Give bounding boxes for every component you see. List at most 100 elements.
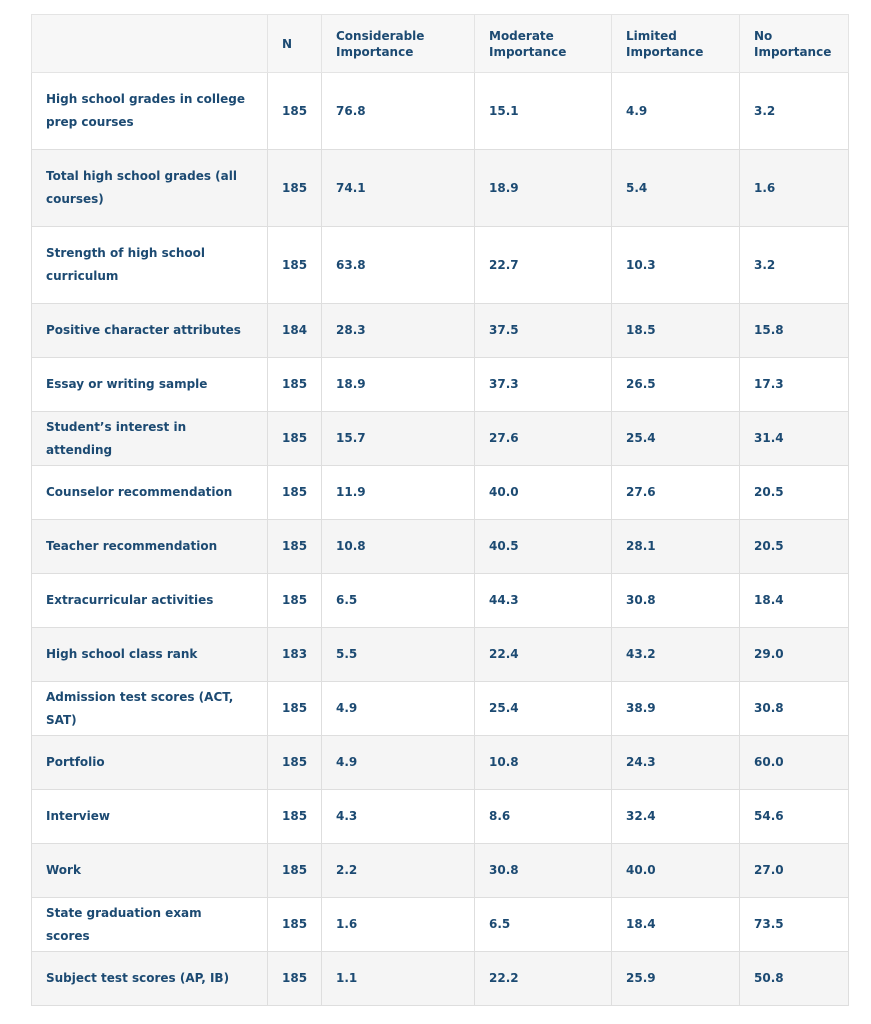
cell-factor: Teacher recommendation xyxy=(31,519,268,574)
cell-moderate: 40.5 xyxy=(474,519,612,574)
cell-moderate: 22.7 xyxy=(474,226,612,304)
cell-moderate: 6.5 xyxy=(474,897,612,952)
cell-limited: 28.1 xyxy=(611,519,740,574)
cell-factor: Work xyxy=(31,843,268,898)
cell-moderate: 27.6 xyxy=(474,411,612,466)
cell-limited: 30.8 xyxy=(611,573,740,628)
header-n: N xyxy=(267,14,322,73)
cell-moderate: 25.4 xyxy=(474,681,612,736)
cell-limited: 43.2 xyxy=(611,627,740,682)
cell-limited: 5.4 xyxy=(611,149,740,227)
importance-table: N Considerable Importance Moderate Impor… xyxy=(31,14,849,1006)
table-row: Strength of high school curriculum 185 6… xyxy=(31,226,849,304)
cell-n: 185 xyxy=(267,226,322,304)
cell-factor: Positive character attributes xyxy=(31,303,268,358)
cell-n: 185 xyxy=(267,411,322,466)
cell-none: 54.6 xyxy=(739,789,849,844)
cell-considerable: 1.1 xyxy=(321,951,475,1006)
cell-n: 185 xyxy=(267,789,322,844)
cell-factor: Student’s interest in attending xyxy=(31,411,268,466)
cell-none: 18.4 xyxy=(739,573,849,628)
header-row: N Considerable Importance Moderate Impor… xyxy=(31,14,849,73)
cell-limited: 18.4 xyxy=(611,897,740,952)
cell-factor: High school grades in college prep cours… xyxy=(31,72,268,150)
table-body: High school grades in college prep cours… xyxy=(31,72,849,1006)
cell-none: 27.0 xyxy=(739,843,849,898)
cell-considerable: 1.6 xyxy=(321,897,475,952)
cell-none: 30.8 xyxy=(739,681,849,736)
table-row: Extracurricular activities 185 6.5 44.3 … xyxy=(31,573,849,628)
table-row: Interview 185 4.3 8.6 32.4 54.6 xyxy=(31,789,849,844)
importance-table-container: N Considerable Importance Moderate Impor… xyxy=(31,14,849,1006)
cell-factor: Extracurricular activities xyxy=(31,573,268,628)
table-row: Teacher recommendation 185 10.8 40.5 28.… xyxy=(31,519,849,574)
table-row: Essay or writing sample 185 18.9 37.3 26… xyxy=(31,357,849,412)
table-row: Total high school grades (all courses) 1… xyxy=(31,149,849,227)
cell-limited: 24.3 xyxy=(611,735,740,790)
cell-limited: 4.9 xyxy=(611,72,740,150)
table-row: High school class rank 183 5.5 22.4 43.2… xyxy=(31,627,849,682)
header-moderate-importance: Moderate Importance xyxy=(474,14,612,73)
table-row: Subject test scores (AP, IB) 185 1.1 22.… xyxy=(31,951,849,1006)
cell-considerable: 18.9 xyxy=(321,357,475,412)
cell-moderate: 8.6 xyxy=(474,789,612,844)
cell-moderate: 10.8 xyxy=(474,735,612,790)
cell-limited: 32.4 xyxy=(611,789,740,844)
cell-moderate: 30.8 xyxy=(474,843,612,898)
cell-n: 185 xyxy=(267,951,322,1006)
cell-considerable: 4.9 xyxy=(321,735,475,790)
table-row: High school grades in college prep cours… xyxy=(31,72,849,150)
table-row: Admission test scores (ACT, SAT) 185 4.9… xyxy=(31,681,849,736)
cell-n: 183 xyxy=(267,627,322,682)
cell-none: 73.5 xyxy=(739,897,849,952)
cell-moderate: 37.3 xyxy=(474,357,612,412)
cell-factor: Total high school grades (all courses) xyxy=(31,149,268,227)
cell-factor: State graduation exam scores xyxy=(31,897,268,952)
cell-none: 15.8 xyxy=(739,303,849,358)
cell-moderate: 22.2 xyxy=(474,951,612,1006)
cell-considerable: 2.2 xyxy=(321,843,475,898)
header-limited-importance: Limited Importance xyxy=(611,14,740,73)
table-header: N Considerable Importance Moderate Impor… xyxy=(31,14,849,73)
cell-moderate: 18.9 xyxy=(474,149,612,227)
header-no-importance: No Importance xyxy=(739,14,849,73)
cell-none: 20.5 xyxy=(739,519,849,574)
header-considerable-importance: Considerable Importance xyxy=(321,14,475,73)
cell-considerable: 74.1 xyxy=(321,149,475,227)
cell-n: 185 xyxy=(267,573,322,628)
cell-considerable: 15.7 xyxy=(321,411,475,466)
cell-limited: 40.0 xyxy=(611,843,740,898)
cell-limited: 10.3 xyxy=(611,226,740,304)
cell-n: 185 xyxy=(267,357,322,412)
header-factor xyxy=(31,14,268,73)
table-row: Work 185 2.2 30.8 40.0 27.0 xyxy=(31,843,849,898)
cell-considerable: 10.8 xyxy=(321,519,475,574)
cell-n: 184 xyxy=(267,303,322,358)
cell-factor: Subject test scores (AP, IB) xyxy=(31,951,268,1006)
cell-moderate: 15.1 xyxy=(474,72,612,150)
cell-considerable: 63.8 xyxy=(321,226,475,304)
cell-limited: 27.6 xyxy=(611,465,740,520)
cell-n: 185 xyxy=(267,843,322,898)
cell-none: 3.2 xyxy=(739,72,849,150)
cell-none: 60.0 xyxy=(739,735,849,790)
cell-considerable: 11.9 xyxy=(321,465,475,520)
cell-n: 185 xyxy=(267,72,322,150)
cell-factor: Strength of high school curriculum xyxy=(31,226,268,304)
cell-factor: High school class rank xyxy=(31,627,268,682)
cell-n: 185 xyxy=(267,519,322,574)
cell-n: 185 xyxy=(267,735,322,790)
cell-factor: Interview xyxy=(31,789,268,844)
cell-factor: Counselor recommendation xyxy=(31,465,268,520)
cell-none: 3.2 xyxy=(739,226,849,304)
cell-factor: Portfolio xyxy=(31,735,268,790)
cell-factor: Essay or writing sample xyxy=(31,357,268,412)
cell-considerable: 4.3 xyxy=(321,789,475,844)
cell-n: 185 xyxy=(267,465,322,520)
cell-limited: 25.9 xyxy=(611,951,740,1006)
cell-limited: 38.9 xyxy=(611,681,740,736)
cell-moderate: 22.4 xyxy=(474,627,612,682)
cell-considerable: 6.5 xyxy=(321,573,475,628)
table-row: Student’s interest in attending 185 15.7… xyxy=(31,411,849,466)
cell-n: 185 xyxy=(267,897,322,952)
